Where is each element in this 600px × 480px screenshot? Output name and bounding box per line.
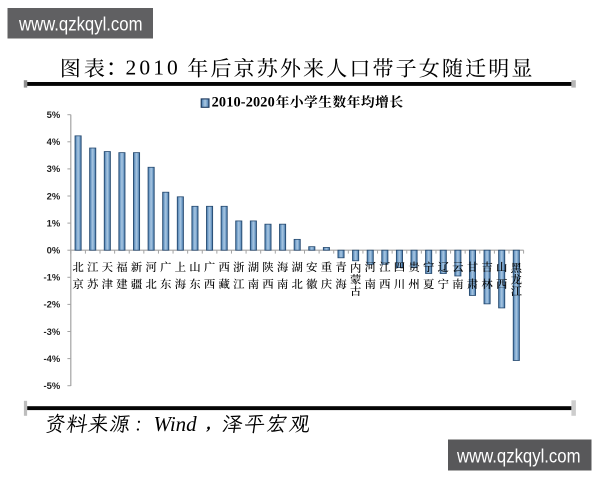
svg-text:3%: 3% — [47, 163, 61, 174]
svg-text:5%: 5% — [47, 109, 61, 120]
svg-text:2010: 2010 — [126, 56, 181, 80]
svg-text:1%: 1% — [47, 217, 61, 228]
svg-text:2010-2020: 2010-2020 — [212, 95, 275, 111]
svg-text:www.qzkqyl.com: www.qzkqyl.com — [18, 14, 142, 36]
svg-text:-4%: -4% — [44, 353, 61, 364]
svg-text:0%: 0% — [47, 245, 61, 256]
svg-text:Wind: Wind — [154, 412, 198, 436]
svg-text:-3%: -3% — [44, 326, 61, 337]
svg-text:-2%: -2% — [44, 299, 61, 310]
svg-text:-5%: -5% — [44, 380, 61, 391]
svg-text:www.qzkqyl.com: www.qzkqyl.com — [456, 446, 580, 468]
svg-text:2%: 2% — [47, 190, 61, 201]
svg-text:4%: 4% — [47, 136, 61, 147]
svg-text:-1%: -1% — [44, 272, 61, 283]
